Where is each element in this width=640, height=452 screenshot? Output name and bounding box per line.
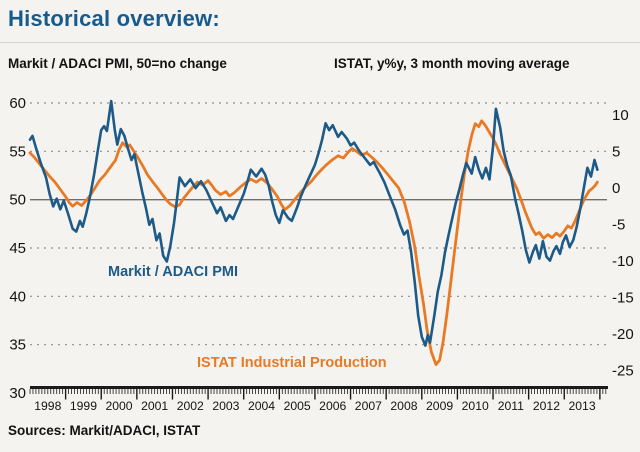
svg-text:0: 0	[612, 180, 620, 197]
pmi-series-annotation: Markit / ADACI PMI	[108, 264, 238, 280]
svg-text:30: 30	[9, 385, 26, 402]
svg-text:2006: 2006	[319, 399, 346, 413]
svg-text:40: 40	[9, 288, 26, 305]
svg-text:2005: 2005	[284, 399, 311, 413]
svg-text:2004: 2004	[248, 399, 275, 413]
svg-text:1999: 1999	[70, 399, 97, 413]
svg-text:2007: 2007	[355, 399, 382, 413]
svg-text:-5: -5	[612, 216, 625, 233]
svg-text:60: 60	[9, 95, 26, 112]
svg-text:-10: -10	[612, 253, 634, 270]
sources-note: Sources: Markit/ADACI, ISTAT	[8, 423, 201, 438]
svg-text:2009: 2009	[426, 399, 453, 413]
svg-text:1998: 1998	[34, 399, 61, 413]
svg-text:-15: -15	[612, 289, 634, 306]
svg-text:-25: -25	[612, 362, 634, 379]
left-axis-subtitle: Markit / ADACI PMI, 50=no change	[8, 56, 227, 71]
svg-text:5: 5	[612, 143, 620, 160]
svg-text:2011: 2011	[498, 399, 524, 413]
svg-text:2002: 2002	[177, 399, 204, 413]
title-divider	[0, 42, 640, 43]
svg-text:2012: 2012	[533, 399, 560, 413]
svg-text:2010: 2010	[462, 399, 489, 413]
svg-text:2008: 2008	[390, 399, 417, 413]
svg-text:50: 50	[9, 192, 26, 209]
svg-text:55: 55	[9, 143, 26, 160]
svg-text:10: 10	[612, 107, 629, 124]
svg-text:2013: 2013	[569, 399, 596, 413]
svg-text:2000: 2000	[105, 399, 132, 413]
page-title: Historical overview:	[8, 6, 220, 31]
istat-series-annotation: ISTAT Industrial Production	[197, 355, 387, 371]
right-axis-subtitle: ISTAT, y%y, 3 month moving average	[334, 56, 570, 71]
svg-text:2003: 2003	[212, 399, 239, 413]
svg-text:-20: -20	[612, 326, 634, 343]
svg-text:2001: 2001	[141, 399, 168, 413]
svg-text:35: 35	[9, 337, 26, 354]
svg-text:45: 45	[9, 240, 26, 257]
